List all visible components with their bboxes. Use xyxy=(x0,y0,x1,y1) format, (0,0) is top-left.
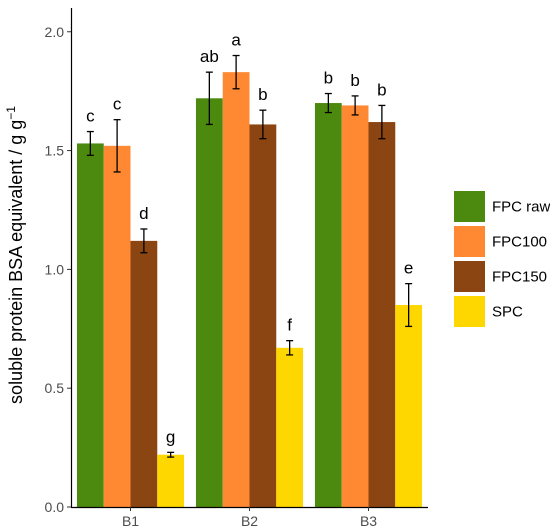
bar-b2-fpc-raw xyxy=(195,98,223,508)
legend-swatch xyxy=(454,191,485,222)
error-bar-b1-spc xyxy=(167,451,175,458)
significance-letter: b xyxy=(377,80,386,99)
bar-b1-fpc150 xyxy=(130,240,158,507)
significance-letter: d xyxy=(139,204,148,223)
error-bar-b3-fpc-raw xyxy=(324,92,332,114)
significance-letter: b xyxy=(350,71,359,90)
significance-letter: f xyxy=(287,316,292,335)
significance-letter: ab xyxy=(200,47,219,66)
y-tick-label: 1.5 xyxy=(45,143,65,159)
bar-b2-fpc150 xyxy=(249,124,277,507)
x-tick-label: B3 xyxy=(360,513,377,529)
y-axis-title-text: soluble protein BSA equivalent / g g xyxy=(6,120,26,404)
significance-letter: c xyxy=(113,95,122,114)
y-axis-title-superscript: −1 xyxy=(4,106,18,120)
significance-letter: b xyxy=(324,69,333,88)
significance-letter: g xyxy=(166,427,175,446)
bar-b3-fpc100 xyxy=(341,105,369,507)
y-axis-title: soluble protein BSA equivalent / g g−1 xyxy=(4,106,26,404)
error-bar-b3-fpc100 xyxy=(351,95,359,116)
bar-b3-fpc150 xyxy=(368,122,396,508)
x-tick-label: B2 xyxy=(241,513,258,529)
significance-letter: a xyxy=(231,31,241,50)
error-bar-b2-fpc-raw xyxy=(205,71,213,126)
significance-letter: e xyxy=(404,259,413,278)
legend-swatch xyxy=(454,296,485,327)
error-bar-b1-fpc150 xyxy=(140,228,148,254)
legend-item-fpc150: FPC150 xyxy=(454,261,547,292)
legend-label: SPC xyxy=(492,304,523,321)
legend-swatch xyxy=(454,261,485,292)
legend-swatch xyxy=(454,226,485,257)
bars-layer xyxy=(76,72,423,508)
legend-label: FPC100 xyxy=(492,234,547,251)
bar-b2-spc xyxy=(276,347,304,507)
bar-b2-fpc100 xyxy=(222,72,250,508)
error-bar-b1-fpc100 xyxy=(113,119,121,173)
significance-letter: b xyxy=(258,85,267,104)
error-bar-b2-fpc100 xyxy=(232,54,240,90)
legend-item-fpc100: FPC100 xyxy=(454,226,547,257)
bar-b1-fpc100 xyxy=(103,145,131,508)
legend-label: FPC raw xyxy=(492,199,550,216)
y-tick-label: 0.0 xyxy=(45,499,65,515)
legend-label: FPC150 xyxy=(492,269,547,286)
error-bar-b3-spc xyxy=(405,282,413,328)
y-tick-label: 1.0 xyxy=(45,261,65,277)
error-bars-layer xyxy=(86,54,413,458)
error-bar-b2-fpc150 xyxy=(259,109,267,140)
bar-b3-fpc-raw xyxy=(314,103,342,508)
y-tick-label: 0.5 xyxy=(45,380,65,396)
bar-b1-spc xyxy=(157,454,185,507)
legend-item-fpc-raw: FPC raw xyxy=(454,191,550,222)
error-bar-b1-fpc-raw xyxy=(86,130,94,156)
bar-b3-spc xyxy=(395,305,423,507)
bar-b1-fpc-raw xyxy=(76,143,104,507)
significance-letter: c xyxy=(86,107,95,126)
legend-item-spc: SPC xyxy=(454,296,523,327)
legend: FPC raw FPC100 FPC150 SPC xyxy=(454,191,550,327)
x-tick-label: B1 xyxy=(122,513,139,529)
y-tick-label: 2.0 xyxy=(45,24,65,40)
error-bar-b3-fpc150 xyxy=(378,104,386,140)
ticks-layer: B1 B2 B3 0.0 0.5 1.0 1.5 2.0 xyxy=(45,24,378,529)
error-bar-b2-spc xyxy=(286,340,294,356)
